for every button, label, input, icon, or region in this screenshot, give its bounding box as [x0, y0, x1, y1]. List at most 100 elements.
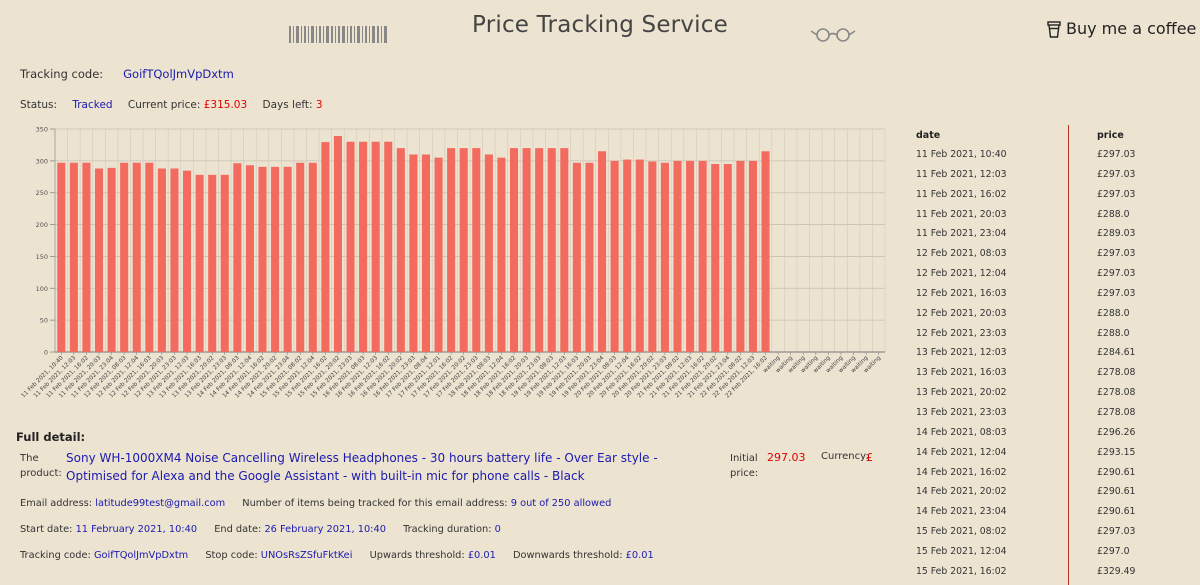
row-date: 11 Feb 2021, 10:40 [916, 149, 1007, 160]
row-date: 11 Feb 2021, 20:03 [916, 208, 1007, 220]
row-price: £297.03 [1097, 248, 1136, 260]
items-count-value: 9 out of 250 allowed [510, 498, 612, 509]
bar [157, 168, 166, 352]
bar [271, 166, 280, 352]
tracking-code-detail-value: GoifTQolJmVpDxtm [93, 550, 189, 561]
table-row: 15 Feb 2021, 16:02 £329.49 [916, 563, 1166, 583]
table-row: 12 Feb 2021, 23:03 £288.0 [916, 325, 1166, 345]
bar [258, 166, 267, 352]
bar [585, 162, 594, 352]
codes-row: Tracking code: GoifTQolJmVpDxtm Stop cod… [20, 550, 654, 561]
table-row: 11 Feb 2021, 16:02 £297.03 [916, 186, 1166, 206]
upwards-threshold-label: Upwards threshold: [369, 550, 465, 561]
product-link[interactable]: Sony WH-1000XM4 Noise Cancelling Wireles… [66, 451, 658, 483]
tracking-code-line: Tracking code: GoifTQolJmVpDxtm [20, 67, 234, 81]
bar [459, 148, 468, 352]
row-price: £297.03 [1097, 168, 1136, 180]
table-row: 15 Feb 2021, 08:02 £297.03 [916, 523, 1166, 543]
full-detail-heading: Full detail: [16, 430, 86, 444]
bar [220, 174, 229, 352]
table-row: 12 Feb 2021, 20:03 £288.0 [916, 305, 1166, 325]
row-price: £297.03 [1097, 268, 1136, 280]
buy-coffee-link[interactable]: Buy me a coffee [1047, 19, 1196, 38]
row-date: 13 Feb 2021, 16:03 [916, 367, 1007, 379]
stop-code-label: Stop code: [205, 550, 258, 561]
bar [748, 160, 757, 352]
row-date: 11 Feb 2021, 16:02 [916, 188, 1007, 200]
bar [145, 162, 154, 352]
table-row: 15 Feb 2021, 12:04 £297.0 [916, 543, 1166, 563]
product-label: The product: [20, 453, 62, 479]
table-divider [1068, 125, 1069, 585]
status-label: Status: [20, 99, 57, 111]
bar [497, 157, 506, 352]
bar [686, 160, 695, 352]
bar [233, 163, 242, 352]
items-count-label: Number of items being tracked for this e… [242, 498, 508, 509]
bar [170, 168, 179, 352]
bar [359, 141, 368, 352]
row-price: £288.0 [1097, 208, 1130, 220]
duration-value: 0 [494, 524, 501, 535]
row-date: 15 Feb 2021, 12:04 [916, 545, 1007, 557]
currency-label: Currency: [821, 451, 869, 462]
bar [69, 162, 78, 352]
table-row: 13 Feb 2021, 16:03 £278.08 [916, 364, 1166, 384]
row-date: 14 Feb 2021, 20:02 [916, 486, 1007, 498]
status-line: Status: Tracked Current price: £315.03 D… [20, 99, 323, 111]
current-price-label: Current price: [127, 99, 201, 111]
end-date-label: End date: [214, 524, 262, 535]
row-price: £297.03 [1097, 149, 1136, 160]
y-tick-label: 150 [36, 253, 48, 261]
y-tick-label: 0 [44, 349, 48, 357]
row-price: £278.08 [1097, 367, 1136, 379]
bar [333, 136, 342, 352]
row-date: 14 Feb 2021, 08:03 [916, 426, 1007, 438]
bar [660, 162, 669, 352]
bar [183, 170, 192, 352]
row-date: 12 Feb 2021, 20:03 [916, 307, 1007, 319]
bar [711, 164, 720, 352]
downwards-threshold-label: Downwards threshold: [513, 550, 623, 561]
currency-value: £ [866, 451, 873, 464]
row-date: 12 Feb 2021, 23:03 [916, 327, 1007, 339]
bar [434, 157, 443, 352]
row-date: 14 Feb 2021, 12:04 [916, 446, 1007, 458]
bar [623, 159, 632, 352]
table-row: 14 Feb 2021, 23:04 £290.61 [916, 503, 1166, 523]
row-price: £290.61 [1097, 486, 1136, 498]
y-tick-label: 100 [36, 285, 48, 293]
price-history-table: 11 Feb 2021, 10:40 £297.03 11 Feb 2021, 12… [916, 146, 1166, 583]
status-value: Tracked [72, 99, 113, 111]
downwards-threshold-value: £0.01 [625, 550, 654, 561]
row-date: 15 Feb 2021, 08:02 [916, 526, 1007, 538]
start-date-value: 11 February 2021, 10:40 [75, 524, 198, 535]
y-tick-label: 50 [40, 317, 48, 325]
table-row: 11 Feb 2021, 10:40 £297.03 [916, 146, 1166, 166]
initial-price-value: 297.03 [767, 451, 806, 464]
duration-label: Tracking duration: [403, 524, 492, 535]
row-price: £278.08 [1097, 387, 1136, 399]
row-date: 13 Feb 2021, 12:03 [916, 347, 1007, 359]
upwards-threshold-value: £0.01 [467, 550, 496, 561]
bar [384, 141, 393, 352]
current-price-value: £315.03 [203, 99, 248, 111]
table-row: 13 Feb 2021, 20:02 £278.08 [916, 384, 1166, 404]
row-date: 15 Feb 2021, 16:02 [916, 565, 1007, 577]
row-date: 13 Feb 2021, 23:03 [916, 406, 1007, 418]
bar [396, 148, 405, 352]
bar [245, 165, 254, 352]
row-price: £288.0 [1097, 307, 1130, 319]
bar [610, 160, 619, 352]
row-date: 12 Feb 2021, 08:03 [916, 248, 1007, 260]
bar [547, 148, 556, 352]
row-date: 12 Feb 2021, 12:04 [916, 268, 1007, 280]
bar [308, 162, 317, 352]
table-row: 14 Feb 2021, 08:03 £296.26 [916, 424, 1166, 444]
bar [132, 162, 141, 352]
stop-code-value: UNOsRsZSfuFktKei [260, 550, 353, 561]
email-value: latitude99test@gmail.com [95, 498, 226, 509]
row-price: £290.61 [1097, 506, 1136, 518]
y-tick-label: 250 [36, 189, 48, 197]
